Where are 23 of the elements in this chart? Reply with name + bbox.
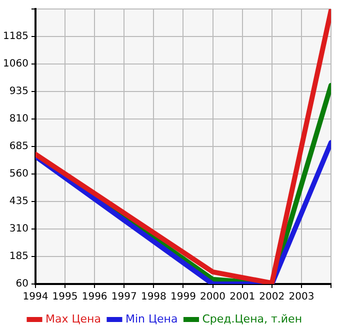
y-tick-label: 185	[9, 251, 28, 262]
y-tick-label: 1185	[2, 31, 28, 42]
x-tick-label: 1998	[140, 292, 166, 303]
legend-label: Сред.Цена, т.йен	[202, 312, 302, 326]
x-tick-label: 1999	[170, 292, 196, 303]
x-tick-label: 2003	[288, 292, 314, 303]
x-tick-label: 1997	[111, 292, 137, 303]
x-tick-label: 2002	[259, 292, 285, 303]
x-tick-label: 1995	[52, 292, 78, 303]
y-tick-label: 935	[9, 86, 28, 98]
x-tick-label: 2000	[200, 292, 226, 303]
x-tick-label: 2001	[230, 292, 256, 303]
y-tick-label: 435	[9, 196, 28, 208]
legend-label: Max Цена	[45, 312, 101, 326]
x-tick-label: 1996	[82, 292, 108, 303]
y-tick-label: 1060	[2, 58, 28, 70]
y-tick-label: 560	[9, 168, 28, 180]
y-tick-label: 685	[9, 141, 28, 152]
legend-label: Min Цена	[125, 312, 178, 326]
x-tick-label: 1994	[22, 292, 48, 303]
y-tick-label: 60	[16, 278, 28, 290]
y-tick-label: 810	[9, 114, 28, 125]
y-tick-label: 310	[9, 224, 28, 235]
